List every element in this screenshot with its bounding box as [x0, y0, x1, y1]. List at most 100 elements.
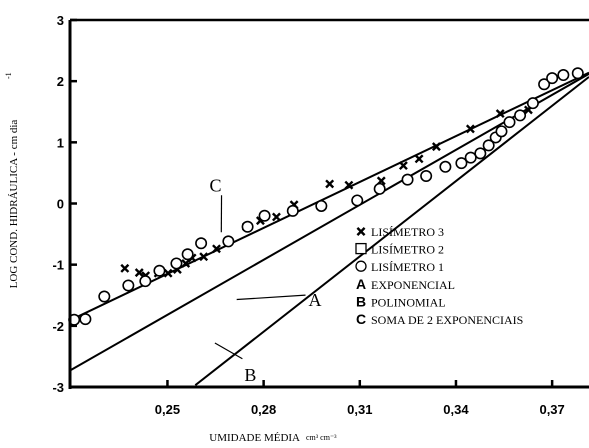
x-axis-title: UMIDADE MÉDIA cm³ cm⁻³: [209, 432, 337, 444]
legend-label: SOMA DE 2 EXPONENCIAIS: [371, 313, 523, 327]
legend-label: LISÍMETRO 3: [371, 225, 444, 239]
data-point-circle: [258, 209, 271, 222]
data-point-circle: [538, 78, 551, 91]
y-tick-label: 3: [57, 13, 64, 28]
data-point-circle: [474, 147, 487, 160]
legend-label: EXPONENCIAL: [371, 278, 455, 292]
axes-frame: [68, 18, 589, 389]
data-point-circle: [79, 313, 92, 326]
data-point-circle: [153, 264, 166, 277]
x-stroke: [431, 142, 441, 152]
data-point-x: [199, 252, 209, 262]
data-point-circle: [514, 109, 527, 122]
data-point-circle: [482, 139, 495, 152]
x-tick-label: 0,37: [539, 402, 564, 417]
legend-label: LISÍMETRO 2: [371, 243, 444, 257]
x-stroke: [134, 268, 144, 278]
x-tick-label: 0,34: [443, 402, 469, 417]
data-point-circle: [439, 160, 452, 173]
data-point-circle: [464, 151, 477, 164]
legend-square-marker: [355, 242, 367, 255]
data-point-x: [271, 212, 281, 222]
legend: LISÍMETRO 3 LISÍMETRO 2 LISÍMETRO 1 A EXPONE…: [355, 225, 523, 327]
y-tick-label: 1: [57, 135, 64, 150]
data-point-circle: [222, 235, 235, 248]
data-point-x: [134, 268, 144, 278]
data-point-circle: [170, 257, 183, 270]
y-tick-label: -2: [52, 319, 64, 334]
x-stroke: [414, 154, 424, 164]
curve-label-c: C: [210, 175, 222, 195]
y-tick-label: -1: [52, 258, 64, 273]
legend-circle-marker: [355, 260, 367, 272]
curve-label-b: B: [244, 365, 256, 385]
legend-item: B POLINOMIAL: [356, 293, 446, 309]
curve-b: [194, 76, 589, 386]
legend-item: LISÍMETRO 1: [355, 260, 444, 274]
data-point-circle: [286, 204, 299, 217]
curve-c: [69, 71, 589, 322]
data-point-x: [212, 244, 221, 254]
data-point-circle: [351, 194, 364, 207]
y-tick-label: -3: [52, 380, 64, 395]
x-stroke: [199, 252, 209, 262]
x-stroke: [271, 212, 281, 222]
data-point-x: [344, 180, 354, 190]
legend-item: C SOMA DE 2 EXPONENCIAIS: [356, 311, 523, 327]
y-tick-label: 2: [57, 74, 64, 89]
legend-letter: B: [356, 293, 366, 309]
data-point-circle: [122, 279, 135, 292]
annotation-leader-line: [214, 342, 243, 360]
legend-letter: A: [356, 276, 366, 292]
data-point-circle: [315, 199, 328, 212]
x-stroke: [465, 124, 475, 134]
legend-label: POLINOMIAL: [371, 295, 446, 309]
annotation-leader-line: [236, 294, 306, 301]
data-point-x: [120, 263, 130, 273]
data-point-circle: [571, 67, 584, 80]
x-axis-unit: cm³ cm⁻³: [306, 433, 337, 442]
data-point-circle: [139, 275, 152, 288]
legend-label: LISÍMETRO 1: [371, 260, 444, 274]
x-stroke: [344, 180, 354, 190]
data-point-circle: [546, 72, 559, 85]
data-point-circle: [503, 116, 516, 129]
legend-letter: C: [356, 311, 366, 327]
data-point-circle: [420, 169, 433, 182]
data-point-circle: [455, 157, 468, 170]
data-point-x: [431, 142, 441, 152]
legend-item: A EXPONENCIAL: [356, 276, 455, 292]
data-point-x: [163, 268, 173, 278]
data-point-circle: [241, 220, 254, 233]
y-tick-label: 0: [57, 197, 64, 212]
x-stroke: [398, 161, 408, 171]
x-axis-label: UMIDADE MÉDIA: [209, 432, 300, 444]
data-point-circle: [557, 69, 570, 82]
legend-item: LISÍMETRO 2: [355, 242, 444, 257]
x-stroke: [120, 263, 130, 273]
y-axis-title: LOG COND. HIDRÁULICA - cm dia -1: [4, 72, 20, 288]
curve-a: [69, 72, 589, 372]
y-axis-label: LOG COND. HIDRÁULICA - cm dia: [8, 120, 20, 289]
data-point-circle: [495, 125, 508, 138]
x-stroke: [212, 244, 221, 254]
data-point-x: [495, 109, 505, 119]
x-stroke: [163, 268, 173, 278]
x-tick-label: 0,31: [347, 402, 372, 417]
legend-x-marker: [356, 227, 366, 236]
x-tick-label: 0,25: [155, 402, 180, 417]
data-point-circle: [526, 97, 539, 110]
x-tick-label: 0,28: [251, 402, 276, 417]
data-point-circle: [401, 173, 414, 186]
data-point-circle: [195, 237, 208, 250]
data-point-x: [325, 179, 335, 189]
data-point-x: [398, 161, 408, 171]
curve-label-a: A: [309, 290, 322, 310]
data-point-circle: [98, 290, 111, 303]
data-point-circle: [373, 182, 386, 195]
legend-item: LISÍMETRO 3: [356, 225, 444, 239]
x-stroke: [495, 109, 505, 119]
x-stroke: [325, 179, 335, 189]
data-point-x: [414, 154, 424, 164]
